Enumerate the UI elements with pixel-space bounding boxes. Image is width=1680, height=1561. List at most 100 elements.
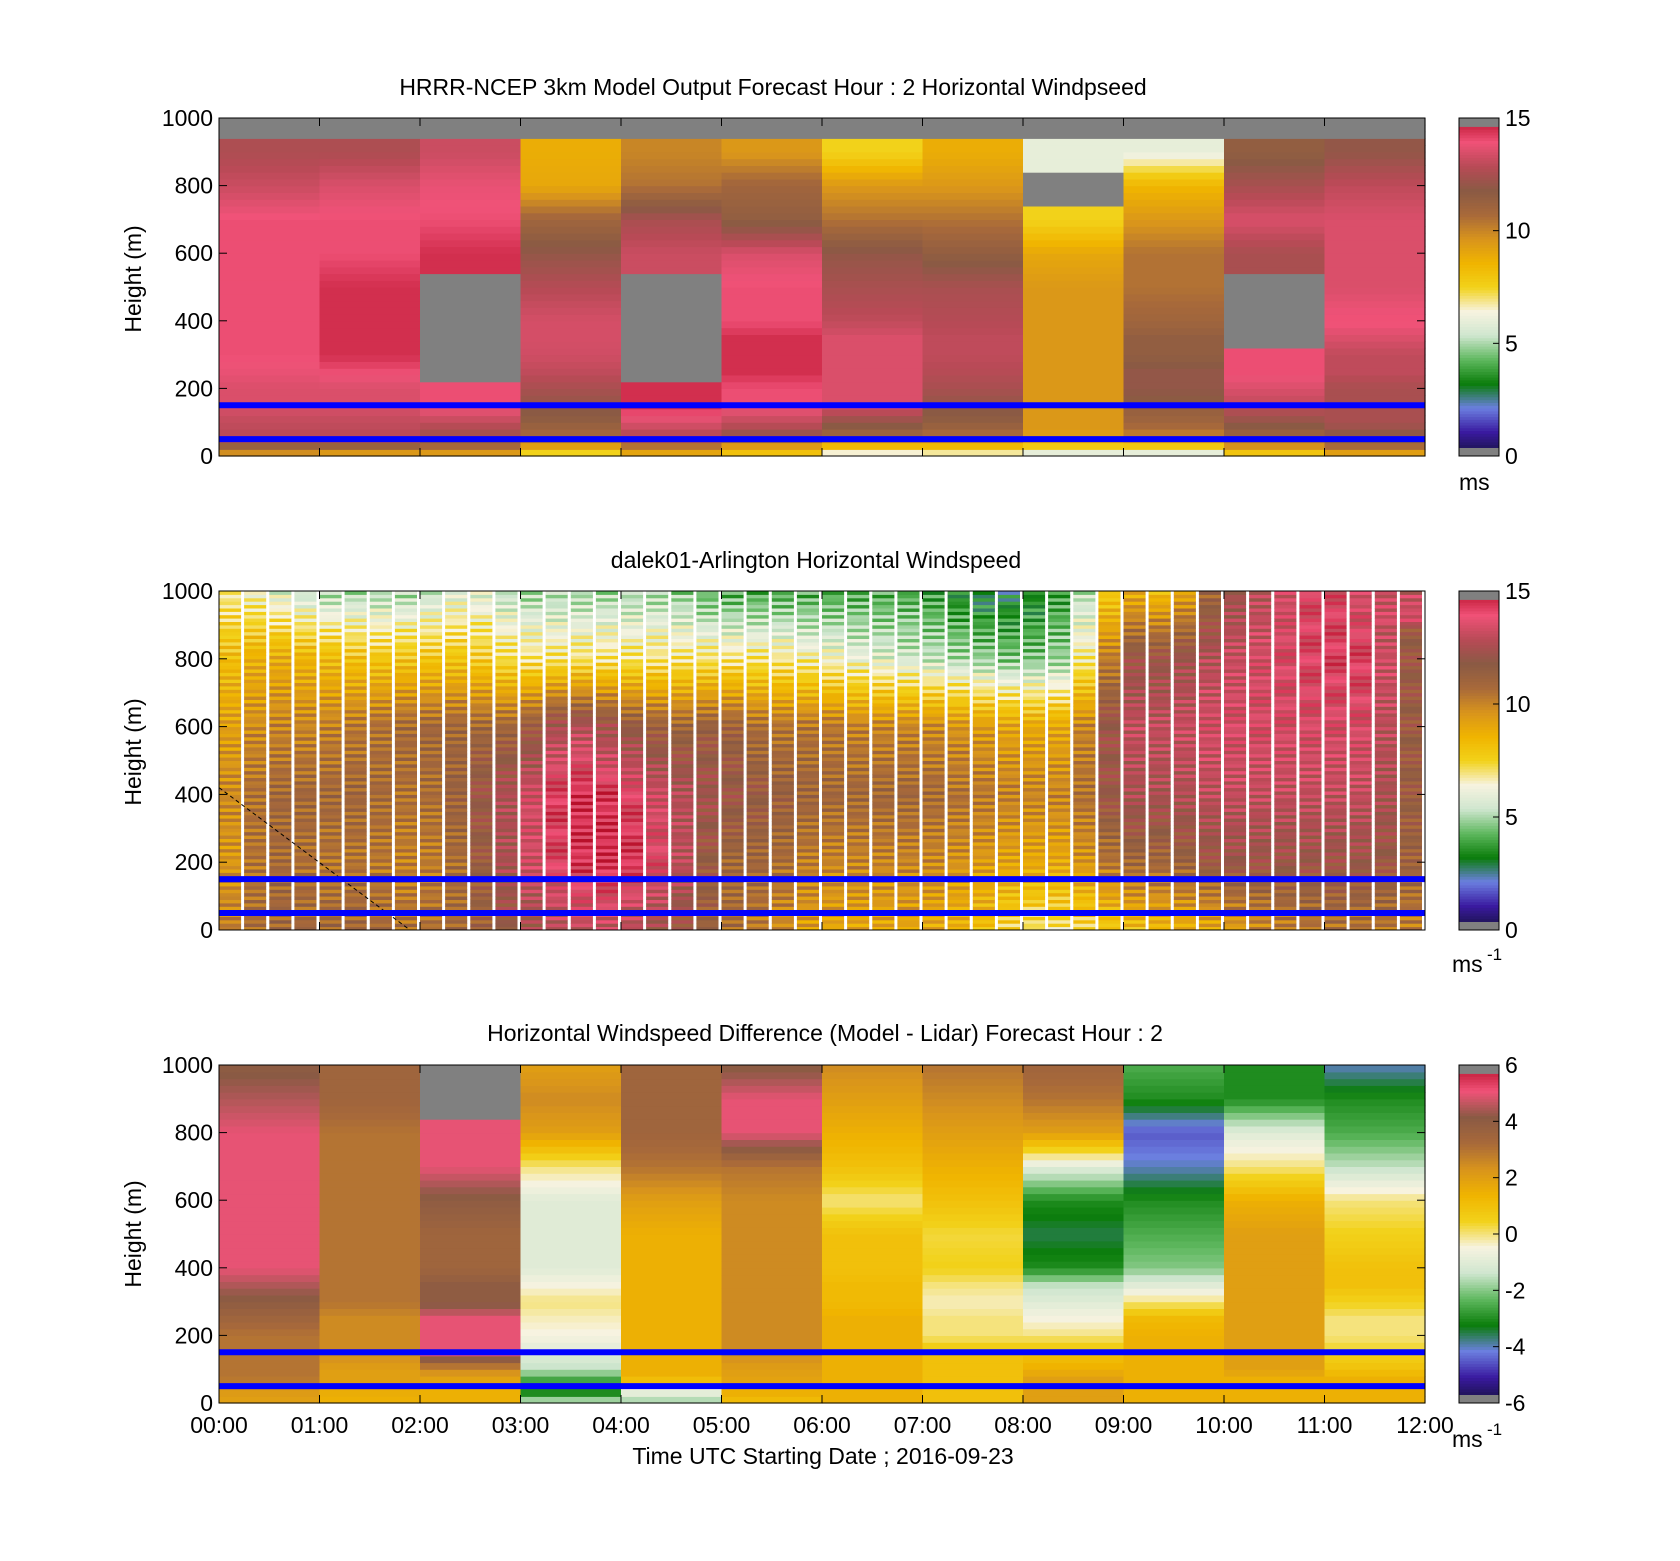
heatmap-cell xyxy=(344,645,367,650)
heatmap-cell xyxy=(646,696,669,700)
heatmap-cell xyxy=(1249,869,1272,873)
heatmap-cell xyxy=(1198,889,1221,894)
heatmap-cell xyxy=(1048,743,1071,748)
heatmap-cell xyxy=(1224,314,1326,322)
heatmap-cell xyxy=(947,699,970,704)
heatmap-cell xyxy=(696,780,719,785)
heatmap-cell xyxy=(721,253,823,261)
heatmap-cell xyxy=(545,621,568,626)
heatmap-cell xyxy=(1048,689,1071,694)
heatmap-cell xyxy=(771,838,794,843)
heatmap-cell xyxy=(796,662,819,667)
heatmap-cell xyxy=(520,784,543,789)
heatmap-cell xyxy=(746,889,769,894)
heatmap-cell xyxy=(1123,679,1146,683)
heatmap-cell xyxy=(872,713,895,717)
heatmap-cell xyxy=(671,692,694,697)
heatmap-cell xyxy=(545,713,568,717)
heatmap-cell xyxy=(470,753,493,758)
heatmap-cell xyxy=(520,260,622,268)
heatmap-cell xyxy=(1048,740,1071,745)
heatmap-cell xyxy=(796,896,819,900)
heatmap-cell xyxy=(470,892,493,897)
heatmap-cell xyxy=(621,824,644,829)
heatmap-cell xyxy=(595,780,618,785)
heatmap-cell xyxy=(671,696,694,700)
heatmap-cell xyxy=(219,902,242,907)
heatmap-cell xyxy=(470,831,493,836)
heatmap-cell xyxy=(696,899,719,904)
heatmap-cell xyxy=(897,777,920,782)
heatmap-cell xyxy=(369,631,392,636)
colorbar-swatch xyxy=(1459,177,1499,181)
heatmap-cell xyxy=(1249,787,1272,792)
heatmap-cell xyxy=(922,652,945,656)
heatmap-cell xyxy=(1123,719,1146,724)
heatmap-cell xyxy=(520,726,543,731)
heatmap-cell xyxy=(420,449,522,457)
heatmap-cell xyxy=(420,273,522,281)
heatmap-cell xyxy=(671,831,694,836)
heatmap-cell xyxy=(269,648,292,653)
heatmap-cell xyxy=(646,706,669,711)
heatmap-cell xyxy=(420,624,443,629)
heatmap-cell xyxy=(244,804,267,809)
heatmap-cell xyxy=(897,713,920,717)
heatmap-cell xyxy=(746,696,769,700)
heatmap-cell xyxy=(595,730,618,734)
heatmap-cell xyxy=(1048,777,1071,782)
heatmap-cell xyxy=(269,780,292,785)
heatmap-cell xyxy=(922,835,945,839)
heatmap-cell xyxy=(420,388,522,396)
heatmap-cell xyxy=(771,848,794,853)
heatmap-cell xyxy=(1224,212,1326,220)
heatmap-cell xyxy=(269,713,292,717)
heatmap-cell xyxy=(470,618,493,622)
heatmap-cell xyxy=(269,692,292,697)
heatmap-cell xyxy=(746,848,769,853)
heatmap-cell xyxy=(1123,374,1225,383)
heatmap-cell xyxy=(997,808,1020,812)
heatmap-cell xyxy=(319,892,342,897)
heatmap-cell xyxy=(847,740,870,745)
heatmap-cell xyxy=(897,726,920,731)
heatmap-cell xyxy=(545,784,568,789)
heatmap-cell xyxy=(621,273,723,281)
heatmap-cell xyxy=(872,631,895,636)
heatmap-cell xyxy=(922,361,1024,369)
heatmap-cell xyxy=(420,442,522,450)
heatmap-cell xyxy=(1023,212,1125,220)
heatmap-cell xyxy=(1123,205,1225,214)
heatmap-cell xyxy=(621,821,644,826)
heatmap-cell xyxy=(319,740,342,745)
heatmap-cell xyxy=(1023,172,1125,180)
heatmap-cell xyxy=(847,597,870,602)
heatmap-cell xyxy=(269,709,292,714)
heatmap-cell xyxy=(671,730,694,734)
heatmap-cell xyxy=(394,801,417,806)
heatmap-cell xyxy=(796,713,819,717)
heatmap-cell xyxy=(219,381,321,389)
heatmap-cell xyxy=(1198,713,1221,717)
heatmap-cell xyxy=(219,172,321,180)
colorbar-swatch xyxy=(1459,334,1499,339)
heatmap-cell xyxy=(1173,638,1196,643)
heatmap-cell xyxy=(1173,791,1196,795)
heatmap-cell xyxy=(696,601,719,606)
heatmap-cell xyxy=(244,831,267,836)
heatmap-cell xyxy=(495,791,518,795)
heatmap-cell xyxy=(1023,852,1046,856)
heatmap-cell xyxy=(972,902,995,907)
heatmap-cell xyxy=(621,882,644,887)
heatmap-cell xyxy=(269,746,292,751)
heatmap-cell xyxy=(696,645,719,650)
heatmap-cell xyxy=(319,760,342,765)
heatmap-cell xyxy=(420,702,443,707)
heatmap-cell xyxy=(1198,821,1221,826)
heatmap-cell xyxy=(495,641,518,646)
heatmap-cell xyxy=(570,740,593,745)
heatmap-cell xyxy=(1123,906,1146,911)
heatmap-cell xyxy=(319,199,421,207)
heatmap-cell xyxy=(1098,794,1121,799)
heatmap-cell xyxy=(1324,442,1426,450)
